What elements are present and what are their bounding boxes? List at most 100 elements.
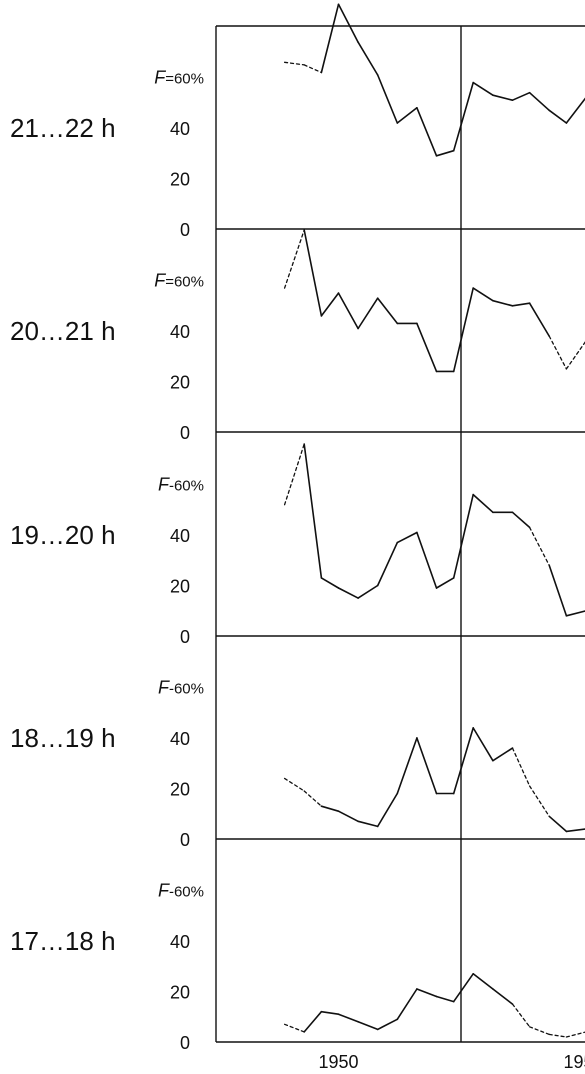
series-segment bbox=[337, 292, 359, 330]
series-segment bbox=[435, 149, 455, 157]
series-segment bbox=[303, 229, 323, 317]
series-segment bbox=[416, 107, 438, 157]
series-segment bbox=[528, 526, 550, 566]
y-tick-label: 40 bbox=[170, 729, 190, 749]
series-segment bbox=[303, 1010, 323, 1033]
series-segment bbox=[396, 988, 418, 1021]
y-tick-label: 20 bbox=[170, 780, 190, 800]
panel-2: 20…21 h 0 20 40 F=60% bbox=[10, 229, 585, 443]
series-segment bbox=[376, 297, 399, 325]
series-segment bbox=[416, 531, 438, 589]
series-segment bbox=[396, 737, 418, 795]
series-segment bbox=[492, 94, 514, 101]
series-segment bbox=[548, 564, 568, 617]
series-segment bbox=[416, 737, 438, 795]
series-segment bbox=[376, 74, 399, 124]
y-tick-label: 0 bbox=[180, 830, 190, 850]
y-tick-label: 20 bbox=[170, 983, 190, 1003]
series-segment bbox=[511, 747, 531, 787]
y-tick-label: 0 bbox=[180, 1033, 190, 1053]
series-segment bbox=[357, 584, 379, 599]
series-segment bbox=[303, 790, 323, 807]
series-segment bbox=[452, 287, 475, 373]
series-segment bbox=[283, 443, 305, 506]
y-top-value: =60% bbox=[165, 71, 204, 88]
x-axis-ticks: 195019511952 bbox=[318, 1052, 585, 1072]
y-tick-label: 0 bbox=[180, 627, 190, 647]
series-segment bbox=[452, 81, 475, 152]
series-segment bbox=[435, 995, 455, 1003]
series-segment bbox=[376, 1018, 399, 1031]
y-top-symbol: F bbox=[158, 678, 170, 698]
series-segment bbox=[320, 292, 340, 317]
series-segment bbox=[548, 815, 568, 833]
series-segment bbox=[283, 61, 305, 66]
y-top-label: F-60% bbox=[158, 475, 204, 495]
series-segment bbox=[528, 1026, 550, 1036]
series-segment bbox=[472, 727, 494, 762]
series-segment bbox=[452, 493, 475, 579]
series-segment bbox=[565, 341, 585, 370]
series-segment bbox=[452, 972, 475, 1003]
y-top-value: =60% bbox=[165, 274, 204, 291]
panel-3: 19…20 h 0 20 40 F-60% bbox=[10, 443, 585, 647]
y-tick-label: 20 bbox=[170, 577, 190, 597]
series-segment bbox=[565, 1031, 585, 1038]
y-top-label: F-60% bbox=[158, 881, 204, 901]
series-segment bbox=[376, 541, 399, 587]
y-top-value: -60% bbox=[169, 478, 204, 495]
series-segment bbox=[548, 109, 568, 124]
y-top-value: -60% bbox=[169, 884, 204, 901]
y-tick-label: 40 bbox=[170, 526, 190, 546]
series-segment bbox=[565, 828, 585, 833]
series-segment bbox=[396, 531, 418, 544]
series-segment bbox=[472, 493, 494, 514]
series-segment bbox=[303, 443, 323, 579]
series-segment bbox=[511, 511, 531, 529]
y-tick-label: 40 bbox=[170, 119, 190, 139]
series-segment bbox=[472, 972, 494, 990]
series-segment bbox=[452, 727, 475, 795]
y-tick-label: 0 bbox=[180, 220, 190, 240]
series-segment bbox=[565, 610, 585, 617]
panel-1: 21…22 h 0 20 40 F=60% bbox=[10, 3, 585, 240]
series-segment bbox=[511, 1003, 531, 1028]
y-top-value: -60% bbox=[169, 681, 204, 698]
series-segment bbox=[337, 1013, 359, 1023]
series-segment bbox=[548, 335, 568, 370]
series-segment bbox=[528, 302, 551, 337]
y-top-symbol: F bbox=[158, 881, 170, 901]
panel-label: 18…19 h bbox=[10, 723, 116, 753]
year-gridlines bbox=[460, 26, 462, 1042]
y-top-symbol: F bbox=[154, 271, 166, 291]
series-segment bbox=[357, 41, 379, 76]
x-tick-label: 1950 bbox=[318, 1052, 358, 1072]
series-segment bbox=[357, 1020, 379, 1031]
y-tick-label: 20 bbox=[170, 373, 190, 393]
y-tick-label: 40 bbox=[170, 932, 190, 952]
series-segment bbox=[492, 747, 514, 762]
series-segment bbox=[472, 81, 494, 96]
panel-label: 21…22 h bbox=[10, 113, 116, 143]
plot-frame bbox=[215, 25, 585, 1042]
series-segment bbox=[528, 785, 550, 817]
y-top-symbol: F bbox=[158, 475, 170, 495]
panel-label: 20…21 h bbox=[10, 316, 116, 346]
y-tick-label: 0 bbox=[180, 423, 190, 443]
series-segment bbox=[511, 91, 531, 101]
series-segment bbox=[435, 577, 455, 589]
series-segment bbox=[320, 1010, 340, 1016]
panel-label: 17…18 h bbox=[10, 926, 116, 956]
series-segment bbox=[337, 587, 359, 599]
y-top-symbol: F bbox=[154, 68, 166, 88]
series-segment bbox=[528, 91, 551, 112]
series-segment bbox=[337, 3, 359, 44]
series-segment bbox=[416, 322, 438, 373]
series-segment bbox=[492, 299, 514, 307]
series-segment bbox=[548, 1033, 568, 1038]
series-segment bbox=[565, 97, 585, 124]
series-segment bbox=[511, 302, 531, 307]
series-segment bbox=[283, 777, 305, 792]
